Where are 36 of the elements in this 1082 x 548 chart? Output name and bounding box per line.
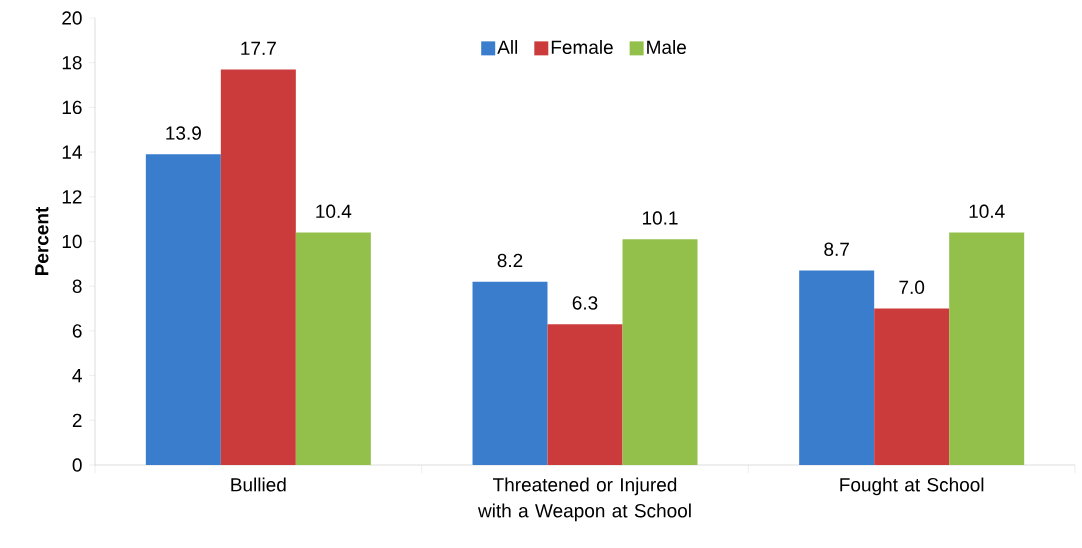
bar	[145, 154, 221, 465]
bar	[295, 232, 371, 465]
y-tick-label: 20	[62, 11, 82, 25]
legend-label: Female	[551, 40, 613, 55]
y-tick-label: 4	[72, 369, 82, 383]
data-label: 8.2	[497, 253, 523, 268]
bar	[472, 281, 548, 465]
bar	[220, 69, 296, 465]
y-tick-label: 12	[62, 190, 82, 204]
data-label: 13.9	[166, 126, 201, 140]
y-tick-label: 16	[62, 100, 82, 115]
data-label: 10.4	[316, 204, 352, 219]
y-tick-label: 0	[72, 458, 82, 472]
legend-label: Male	[647, 40, 686, 55]
x-tick-label: Threatened or Injured with a Weapon at School	[477, 477, 691, 522]
legend-label: All	[497, 40, 518, 54]
bar	[874, 308, 950, 465]
y-tick-label: 2	[72, 413, 82, 427]
data-label: 10.4	[969, 204, 1005, 219]
bar	[547, 324, 623, 465]
bar	[949, 232, 1025, 465]
data-label: 6.3	[572, 296, 598, 310]
data-label: 8.7	[824, 242, 849, 257]
bar	[622, 239, 698, 465]
data-label: 17.7	[241, 41, 276, 55]
data-label: 10.1	[642, 211, 678, 225]
x-tick-label: Bullied	[231, 477, 286, 492]
y-tick-label: 8	[72, 279, 82, 293]
y-tick-label: 18	[62, 55, 82, 70]
x-tick-label: Fought at School	[840, 477, 984, 496]
y-tick-label: 14	[62, 145, 82, 159]
data-label: 7.0	[899, 280, 925, 295]
bar	[799, 270, 875, 465]
y-tick-label: 6	[72, 324, 82, 338]
y-axis-title: Percent	[35, 206, 49, 276]
y-tick-label: 10	[62, 234, 82, 249]
